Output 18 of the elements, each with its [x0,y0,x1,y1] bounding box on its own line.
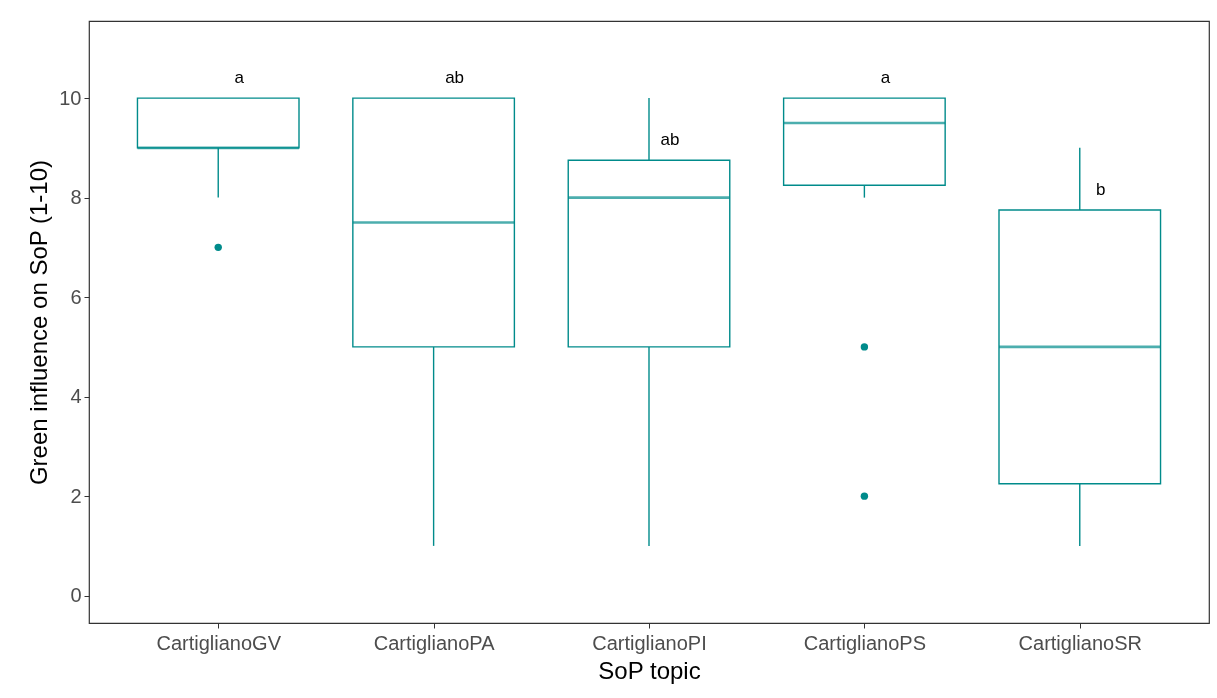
x-axis-title: SoP topic [598,656,701,684]
x-tick-label: CartiglianoPS [803,631,927,654]
annotation: ab [660,130,680,150]
y-tick-label: 2 [70,484,82,507]
annotation: a [880,68,891,88]
x-tick-label: CartiglianoGV [156,631,282,654]
y-tick-label: 6 [70,285,82,308]
y-tick-label: 0 [70,584,82,607]
annotation: b [1096,180,1106,200]
y-axis-title: Green influence on SoP (1-10) [25,159,53,486]
y-tick-label: 10 [59,86,82,109]
x-tick-label: CartiglianoSR [1018,631,1142,654]
x-tick-label: CartiglianoPI [592,631,707,654]
y-tick-label: 4 [70,385,82,408]
annotation: ab [445,68,465,88]
annotation: a [234,68,245,88]
x-tick-label: CartiglianoPA [373,631,496,654]
y-tick-label: 8 [70,186,82,209]
